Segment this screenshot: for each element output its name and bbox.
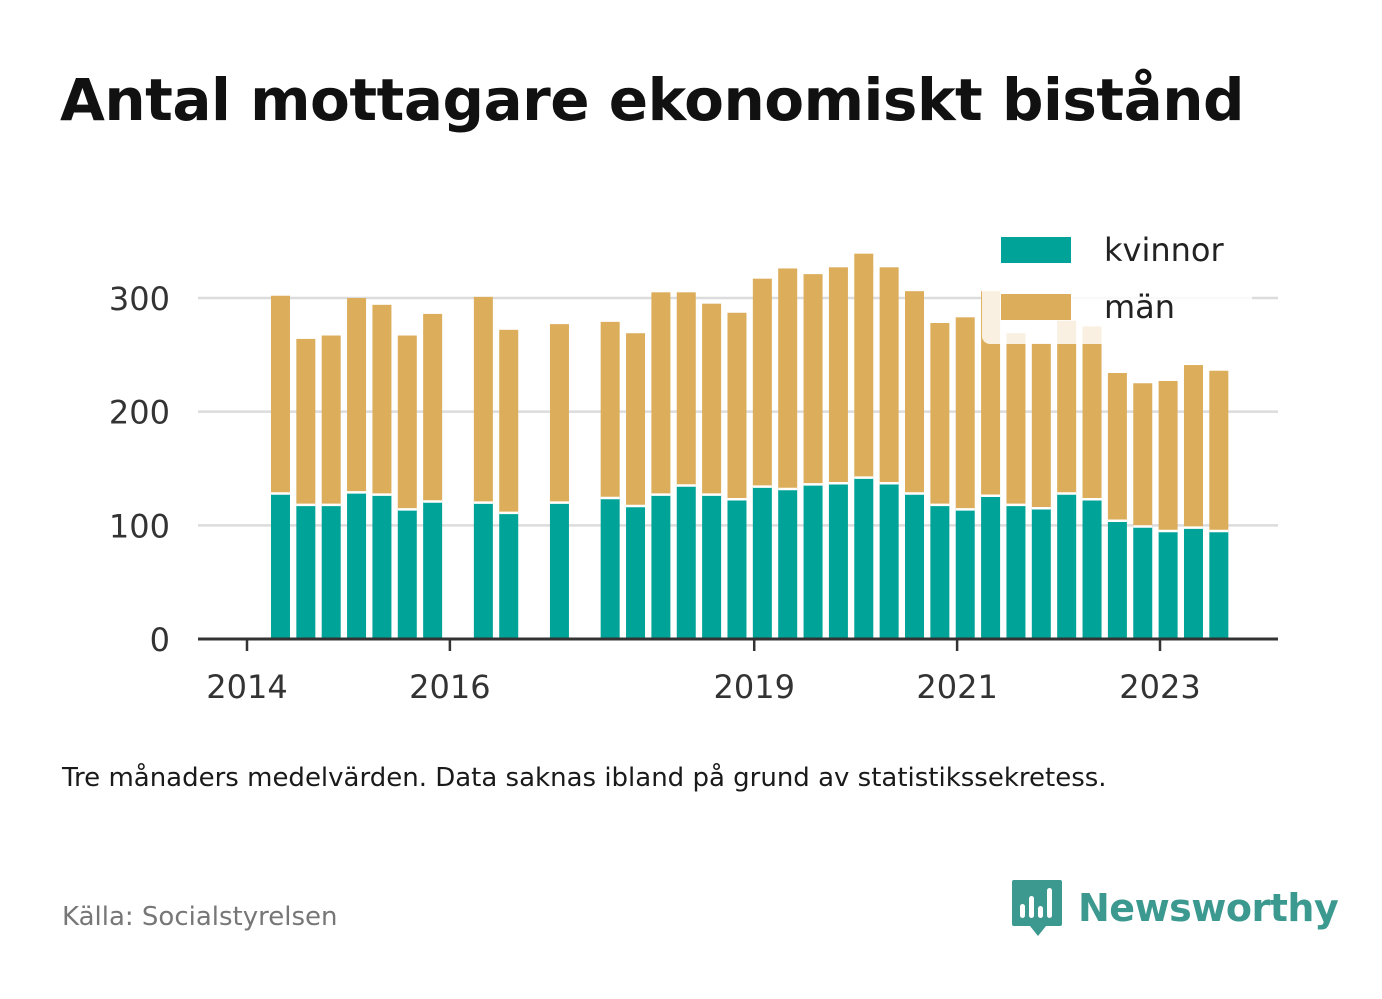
axes: 0 100 200 300 2014 2016 2019 2021 2023 bbox=[109, 280, 1278, 706]
x-tick-label: 2021 bbox=[916, 668, 997, 706]
bar-kvinnor bbox=[1209, 531, 1229, 639]
bar-kvinnor bbox=[803, 484, 823, 639]
bar-kvinnor bbox=[727, 499, 747, 639]
bar-kvinnor bbox=[321, 504, 341, 639]
bar-man bbox=[905, 291, 925, 494]
bar-man bbox=[778, 268, 798, 489]
x-tick-label: 2014 bbox=[206, 668, 287, 706]
bar-kvinnor bbox=[854, 477, 874, 639]
bar-man bbox=[1082, 326, 1102, 500]
bar-kvinnor bbox=[1057, 493, 1077, 639]
y-tick-label: 200 bbox=[109, 394, 170, 432]
legend-label: män bbox=[1104, 288, 1175, 326]
bar-man bbox=[549, 324, 569, 503]
bar-man bbox=[1133, 383, 1153, 527]
bar-man bbox=[803, 274, 823, 485]
x-tick-label: 2023 bbox=[1119, 668, 1200, 706]
bar-kvinnor bbox=[600, 498, 620, 639]
bar-man bbox=[296, 338, 316, 505]
bar-man bbox=[1183, 365, 1203, 528]
bar-chart-icon bbox=[1012, 880, 1062, 936]
bar-man bbox=[1006, 333, 1026, 505]
bar-kvinnor bbox=[1082, 499, 1102, 639]
bar-man bbox=[372, 304, 392, 495]
bar-kvinnor bbox=[778, 488, 798, 639]
bar-man bbox=[1209, 370, 1229, 532]
bar-kvinnor bbox=[296, 504, 316, 639]
x-tick-label: 2019 bbox=[714, 668, 795, 706]
bar-kvinnor bbox=[1133, 526, 1153, 639]
bar-kvinnor bbox=[1107, 520, 1127, 639]
bar-man bbox=[397, 335, 417, 510]
bar-kvinnor bbox=[397, 509, 417, 639]
bar-kvinnor bbox=[1158, 531, 1178, 639]
legend: kvinnor män bbox=[982, 222, 1252, 344]
bar-kvinnor bbox=[1006, 504, 1026, 639]
bar-kvinnor bbox=[270, 493, 290, 639]
bar-man bbox=[879, 267, 899, 484]
y-tick-label: 100 bbox=[109, 507, 170, 545]
bar-man bbox=[347, 298, 367, 493]
source-credit: Källa: Socialstyrelsen bbox=[62, 902, 338, 932]
bar-man bbox=[1057, 320, 1077, 494]
bar-man bbox=[1031, 343, 1051, 509]
bar-man bbox=[676, 292, 696, 486]
bar-kvinnor bbox=[879, 483, 899, 639]
bar-man bbox=[1107, 373, 1127, 521]
bar-man bbox=[854, 253, 874, 478]
bar-man bbox=[955, 317, 975, 510]
bar-man bbox=[270, 295, 290, 494]
bar-kvinnor bbox=[1031, 508, 1051, 639]
bar-man bbox=[499, 329, 519, 513]
legend-swatch bbox=[1001, 294, 1071, 320]
bar-man bbox=[651, 292, 671, 495]
bar-kvinnor bbox=[981, 495, 1001, 639]
bars bbox=[270, 253, 1229, 639]
legend-label: kvinnor bbox=[1104, 231, 1225, 269]
bar-kvinnor bbox=[651, 494, 671, 639]
bar-man bbox=[1158, 380, 1178, 532]
bar-man bbox=[626, 333, 646, 507]
bar-man bbox=[473, 296, 493, 503]
bar-kvinnor bbox=[347, 492, 367, 639]
y-tick-label: 300 bbox=[109, 280, 170, 318]
bar-kvinnor bbox=[752, 486, 772, 639]
bar-kvinnor bbox=[955, 509, 975, 639]
bar-kvinnor bbox=[423, 501, 443, 639]
bar-man bbox=[752, 278, 772, 487]
x-tick-label: 2016 bbox=[409, 668, 490, 706]
newsworthy-logo[interactable]: Newsworthy bbox=[1010, 878, 1339, 938]
bar-kvinnor bbox=[473, 502, 493, 639]
chart-note: Tre månaders medelvärden. Data saknas ib… bbox=[62, 763, 1107, 793]
y-tick-label: 0 bbox=[150, 621, 170, 659]
bar-kvinnor bbox=[702, 494, 722, 639]
bar-man bbox=[321, 335, 341, 505]
bar-kvinnor bbox=[549, 502, 569, 639]
chart-title: Antal mottagare ekonomiskt bistånd bbox=[60, 66, 1245, 134]
bar-man bbox=[727, 312, 747, 500]
bar-kvinnor bbox=[930, 504, 950, 639]
brand-name: Newsworthy bbox=[1078, 886, 1339, 930]
bar-man bbox=[423, 313, 443, 502]
bar-kvinnor bbox=[828, 483, 848, 639]
bar-kvinnor bbox=[499, 512, 519, 639]
legend-swatch bbox=[1001, 237, 1071, 263]
bar-man bbox=[600, 321, 620, 499]
bar-kvinnor bbox=[676, 485, 696, 639]
bar-man bbox=[828, 267, 848, 484]
bar-kvinnor bbox=[372, 494, 392, 639]
bar-kvinnor bbox=[626, 506, 646, 639]
bar-kvinnor bbox=[905, 493, 925, 639]
bar-man bbox=[930, 323, 950, 505]
bar-kvinnor bbox=[1183, 527, 1203, 639]
bar-man bbox=[702, 303, 722, 495]
